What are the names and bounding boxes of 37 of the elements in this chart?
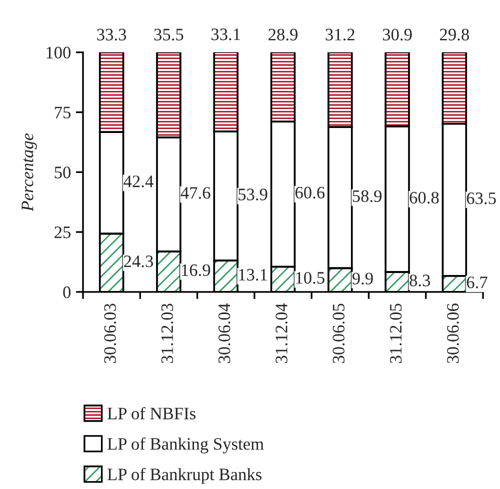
data-label: 58.9 (352, 190, 382, 202)
data-label: 16.9 (182, 264, 210, 276)
x-tick-label: 30.06.03 (104, 304, 116, 363)
x-tick-label: 31.12.03 (161, 304, 174, 363)
data-label: 24.3 (124, 256, 153, 268)
data-label: 33.1 (211, 28, 240, 40)
data-label: 60.6 (295, 186, 325, 199)
data-label: 8.3 (410, 274, 430, 286)
legend-label: LP of NBFIs (108, 406, 196, 420)
x-tick-label: 31.12.04 (276, 303, 288, 363)
y-tick-label: 50 (54, 166, 71, 178)
x-tick-label: 30.06.06 (447, 304, 459, 363)
data-label: 47.6 (180, 187, 210, 199)
data-label: 42.4 (124, 176, 154, 188)
data-label: 60.8 (410, 192, 439, 204)
x-tick-label: 31.12.05 (390, 304, 402, 363)
data-label: 63.5 (466, 192, 496, 204)
data-label: 31.2 (326, 28, 354, 41)
data-label: 30.9 (382, 28, 412, 41)
data-label: 13.1 (239, 268, 267, 281)
legend-label: LP of Banking System (108, 437, 264, 454)
data-label: 6.7 (466, 276, 488, 288)
x-tick-label: 30.06.04 (218, 303, 230, 363)
data-label: 28.9 (268, 28, 298, 41)
y-tick-label: 75 (54, 106, 71, 118)
y-tick-label: 25 (54, 226, 71, 238)
data-label: 29.8 (440, 28, 469, 41)
y-tick-label: 0 (63, 286, 71, 298)
legend-label: LP of Bankrupt Banks (108, 468, 262, 484)
data-label: 53.9 (238, 188, 268, 200)
y-tick-label: 100 (46, 46, 71, 59)
y-axis-title: Percentage (22, 133, 37, 212)
data-label: 10.5 (296, 272, 324, 284)
data-label: 35.5 (154, 28, 184, 41)
data-label: 33.3 (97, 28, 126, 41)
x-tick-label: 30.06.05 (332, 304, 345, 363)
data-label: 9.9 (352, 272, 373, 284)
